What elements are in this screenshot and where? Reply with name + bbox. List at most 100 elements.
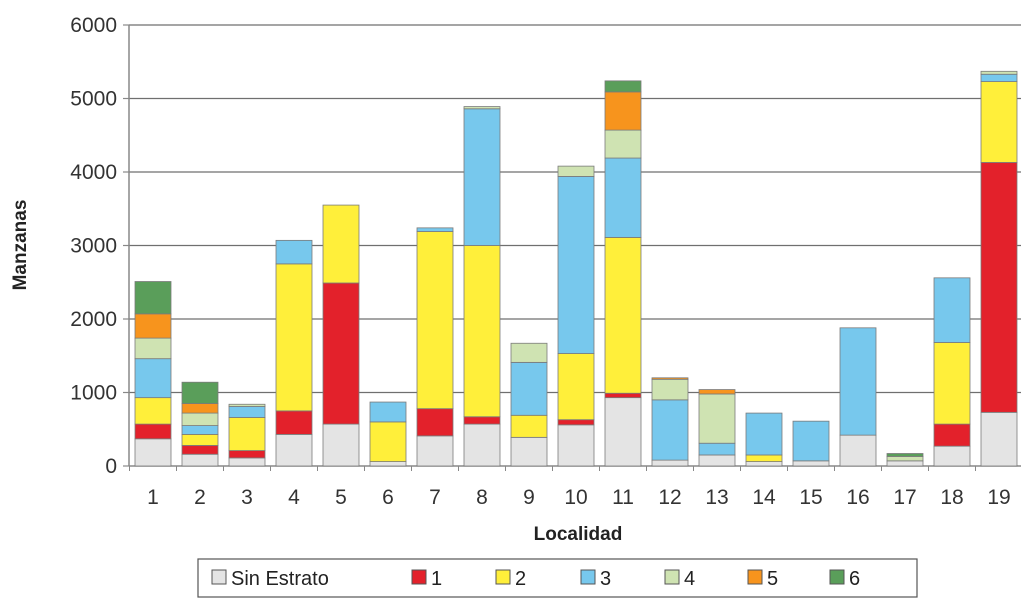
- bar-segment: [369, 421, 407, 462]
- bar-segment: [228, 417, 266, 451]
- bar-segment: [980, 162, 1018, 413]
- bar-segment: [416, 227, 454, 232]
- bar-segment: [322, 204, 360, 284]
- bar-segment: [134, 423, 172, 440]
- x-tick-label: 3: [241, 486, 253, 509]
- bar-segment: [651, 377, 689, 380]
- bar-segment: [933, 445, 971, 467]
- bar-segment: [792, 460, 830, 467]
- bar-segment: [510, 436, 548, 467]
- bar-segment: [557, 176, 595, 354]
- bar-segment: [228, 450, 266, 459]
- x-tick-label: 1: [147, 486, 159, 509]
- x-tick-label: 9: [523, 486, 535, 509]
- bar-segment: [651, 459, 689, 467]
- y-tick-label: 0: [105, 455, 117, 478]
- bar-segment: [463, 108, 501, 246]
- x-tick-label: 14: [752, 486, 776, 509]
- bar-segment: [181, 445, 219, 455]
- y-tick-label: 6000: [70, 14, 117, 37]
- bar-segment: [463, 423, 501, 467]
- bar-segment: [557, 353, 595, 421]
- bar-segment: [933, 277, 971, 343]
- legend-swatch: [211, 569, 227, 585]
- x-tick-label: 2: [194, 486, 206, 509]
- y-axis-ticks: 0 1000 2000 3000 4000 5000 6000: [70, 14, 129, 478]
- bar-segment: [181, 425, 219, 435]
- x-tick-label: 19: [987, 486, 1010, 509]
- bars: [134, 70, 1018, 467]
- bar-segment: [745, 412, 783, 456]
- bar-segment: [886, 460, 924, 467]
- bar-segment: [463, 245, 501, 418]
- y-tick-label: 3000: [70, 235, 117, 258]
- legend-swatch: [664, 569, 680, 585]
- legend-frame: [197, 558, 918, 598]
- y-axis-title: Manzanas: [10, 200, 31, 291]
- bar-segment: [510, 414, 548, 438]
- x-tick-label: 8: [476, 486, 488, 509]
- x-tick-label: 6: [382, 486, 394, 509]
- bar-segment: [698, 389, 736, 395]
- legend-label: 4: [684, 568, 695, 590]
- x-tick-label: 16: [846, 486, 869, 509]
- bar-segment: [698, 442, 736, 456]
- bar-segment: [181, 403, 219, 414]
- bar-segment: [651, 378, 689, 401]
- bar-segment: [792, 420, 830, 462]
- x-tick-label: 7: [429, 486, 441, 509]
- bar-segment: [933, 342, 971, 425]
- bar-segment: [557, 424, 595, 467]
- bar-segment: [416, 435, 454, 467]
- bar-segment: [275, 433, 313, 467]
- bar-segment: [839, 434, 877, 467]
- bar-segment: [322, 282, 360, 425]
- x-tick-label: 17: [893, 486, 916, 509]
- bar-segment: [275, 263, 313, 412]
- legend-swatch: [411, 569, 427, 585]
- bar-segment: [604, 157, 642, 238]
- bar-segment: [134, 281, 172, 315]
- bar-segment: [369, 461, 407, 467]
- bar-segment: [181, 381, 219, 404]
- bar-segment: [181, 412, 219, 426]
- bar-segment: [980, 70, 1018, 75]
- bar-segment: [510, 342, 548, 363]
- x-tick-label: 12: [658, 486, 681, 509]
- y-tick-label: 1000: [70, 382, 117, 405]
- bar-segment: [134, 358, 172, 399]
- x-axis-title: Localidad: [534, 524, 623, 545]
- legend-label: 2: [515, 568, 526, 590]
- bar-segment: [557, 165, 595, 177]
- bar-segment: [980, 73, 1018, 82]
- bar-segment: [604, 129, 642, 159]
- bar-segment: [745, 461, 783, 467]
- x-axis-ticks: 1 2 3 4 5 6 7 8 9 10 11 12 13 14 15 16 17 18 19: [129, 466, 1011, 509]
- bar-segment: [275, 239, 313, 265]
- bar-segment: [322, 423, 360, 467]
- y-tick-label: 2000: [70, 308, 117, 331]
- x-tick-label: 10: [564, 486, 587, 509]
- bar-segment: [275, 410, 313, 435]
- bar-segment: [933, 423, 971, 447]
- bar-segment: [228, 406, 266, 418]
- legend-label: Sin Estrato: [231, 568, 329, 590]
- legend-swatch: [495, 569, 511, 585]
- bar-segment: [134, 337, 172, 360]
- bar-segment: [698, 454, 736, 467]
- bar-segment: [839, 327, 877, 436]
- bar-segment: [651, 399, 689, 461]
- legend-label: 1: [431, 568, 442, 590]
- x-tick-label: 5: [335, 486, 347, 509]
- bar-segment: [698, 393, 736, 444]
- bar-segment: [134, 397, 172, 425]
- bar-segment: [604, 91, 642, 131]
- bar-segment: [228, 457, 266, 467]
- x-tick-label: 13: [705, 486, 728, 509]
- legend-swatch: [829, 569, 845, 585]
- legend-label: 3: [600, 568, 611, 590]
- legend: Sin Estrato 1 2 3 4 5 6: [197, 558, 918, 598]
- bar-segment: [604, 80, 642, 93]
- bar-segment: [604, 397, 642, 467]
